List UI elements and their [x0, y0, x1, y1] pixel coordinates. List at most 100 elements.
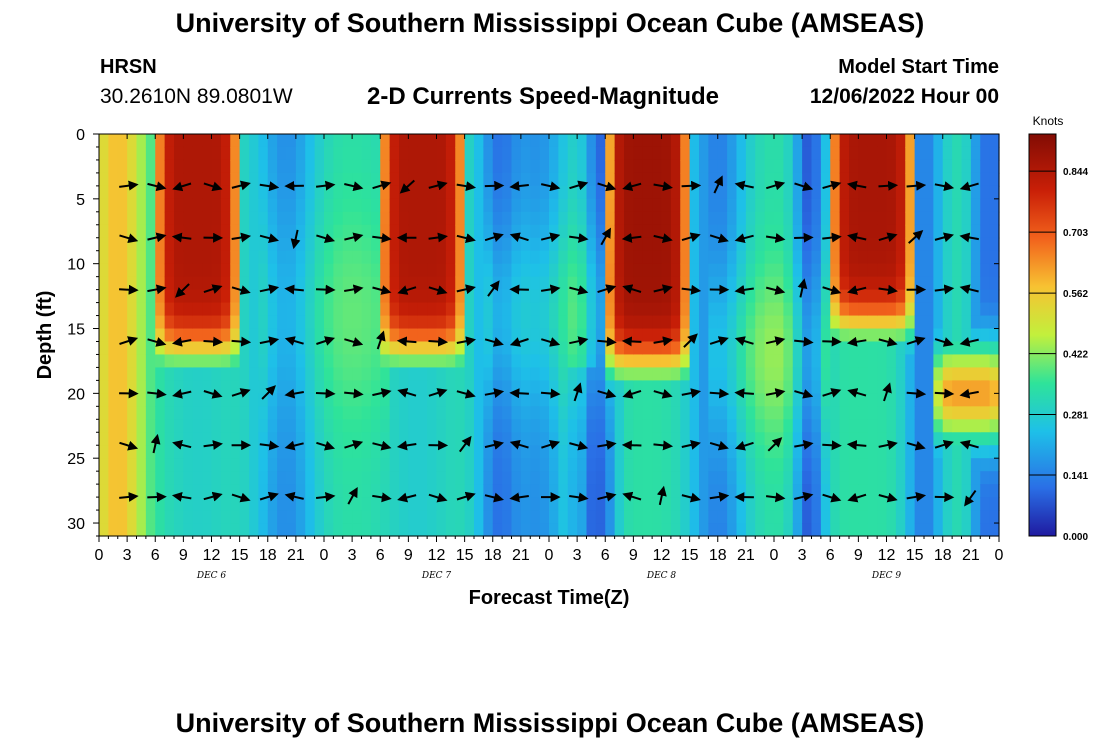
heat-cell — [295, 354, 306, 369]
heat-cell — [455, 198, 466, 213]
heat-cell — [295, 458, 306, 472]
current-vector-arrow — [734, 336, 754, 346]
heat-cell — [895, 432, 906, 446]
heat-cell — [652, 134, 663, 148]
heat-cell — [174, 523, 184, 537]
heat-cell — [633, 289, 644, 304]
heat-cell — [830, 263, 841, 278]
heat-cell — [670, 341, 681, 356]
heat-cell — [952, 419, 963, 433]
heat-cell — [136, 237, 147, 252]
heat-cell — [136, 198, 147, 213]
heat-cell — [989, 328, 1000, 343]
heat-cell — [530, 458, 541, 472]
heat-cell — [399, 406, 409, 420]
heat-cell — [942, 445, 953, 459]
current-vector-arrow — [315, 388, 336, 399]
heat-cell — [755, 406, 766, 420]
heat-cell — [202, 211, 213, 226]
heat-cell — [680, 237, 691, 252]
heat-cell — [286, 224, 297, 239]
heat-cell — [670, 393, 681, 407]
heat-cell — [352, 406, 363, 420]
heat-cell — [539, 471, 550, 485]
heat-cell — [239, 224, 250, 239]
heat-cell — [961, 471, 972, 485]
heat-cell — [642, 354, 653, 369]
heat-cell — [811, 380, 822, 394]
heat-cell — [305, 458, 316, 472]
heat-cell — [145, 445, 156, 459]
heat-cell — [295, 315, 306, 330]
heat-cell — [324, 302, 334, 317]
heat-cell — [717, 367, 728, 381]
heat-cell — [399, 523, 409, 537]
heat-cell — [324, 237, 334, 252]
heat-cell — [361, 224, 372, 239]
heat-cell — [164, 134, 175, 148]
heat-cell — [914, 185, 925, 200]
heat-cell — [895, 393, 906, 407]
heat-cell — [549, 302, 559, 317]
heat-cell — [792, 419, 803, 433]
heat-cell — [745, 419, 756, 433]
heat-cell — [108, 250, 119, 265]
heat-cell — [286, 380, 297, 394]
x-tick-label: 21 — [512, 547, 530, 564]
heat-cell — [642, 510, 653, 524]
heat-cell — [586, 172, 597, 187]
heat-cell — [858, 224, 869, 239]
heat-cell — [745, 224, 756, 239]
heat-cell — [136, 367, 147, 381]
main-title: University of Southern Mississippi Ocean… — [175, 8, 925, 38]
heat-cell — [764, 302, 775, 317]
heat-cell — [764, 185, 775, 200]
heat-cell — [286, 302, 297, 317]
heat-cell — [783, 393, 794, 407]
heat-cell — [530, 289, 541, 304]
heat-cell — [745, 406, 756, 420]
heat-cell — [258, 406, 269, 420]
heat-cell — [399, 354, 409, 369]
heat-cell — [839, 367, 850, 381]
heat-cell — [989, 445, 1000, 459]
heat-cell — [830, 341, 841, 356]
heat-cell — [417, 159, 428, 174]
heat-cell — [380, 510, 391, 524]
heat-cell — [464, 458, 475, 472]
heat-cell — [624, 159, 634, 174]
heat-cell — [764, 328, 775, 343]
heat-cell — [99, 484, 109, 498]
heat-cell — [530, 367, 541, 381]
heat-cell — [427, 406, 438, 420]
heat-cell — [877, 315, 888, 330]
heat-cell — [117, 263, 128, 278]
heat-cell — [155, 315, 166, 330]
heat-cell — [830, 380, 841, 394]
heat-cell — [427, 134, 438, 148]
x-tick-label: 18 — [934, 547, 952, 564]
heat-cell — [839, 432, 850, 446]
heat-cell — [249, 510, 259, 524]
heat-cell — [633, 341, 644, 356]
heat-cell — [342, 276, 353, 291]
heat-cell — [417, 406, 428, 420]
heat-cell — [577, 185, 588, 200]
colorbar-tick-label: 0.844 — [1063, 167, 1088, 178]
heat-cell — [708, 328, 719, 343]
heat-cell — [792, 172, 803, 187]
current-vector-arrow — [428, 285, 448, 295]
heat-cell — [183, 250, 194, 265]
heat-cell — [924, 510, 934, 524]
heat-cell — [389, 354, 400, 369]
heat-cell — [352, 211, 363, 226]
heat-cell — [642, 458, 653, 472]
heat-cell — [164, 445, 175, 459]
heat-cell — [389, 341, 400, 356]
heat-cell — [792, 146, 803, 161]
heat-cell — [830, 458, 841, 472]
heat-cell — [417, 328, 428, 343]
heat-cell — [455, 250, 466, 265]
heat-cell — [839, 523, 850, 537]
heat-cell — [614, 367, 625, 381]
